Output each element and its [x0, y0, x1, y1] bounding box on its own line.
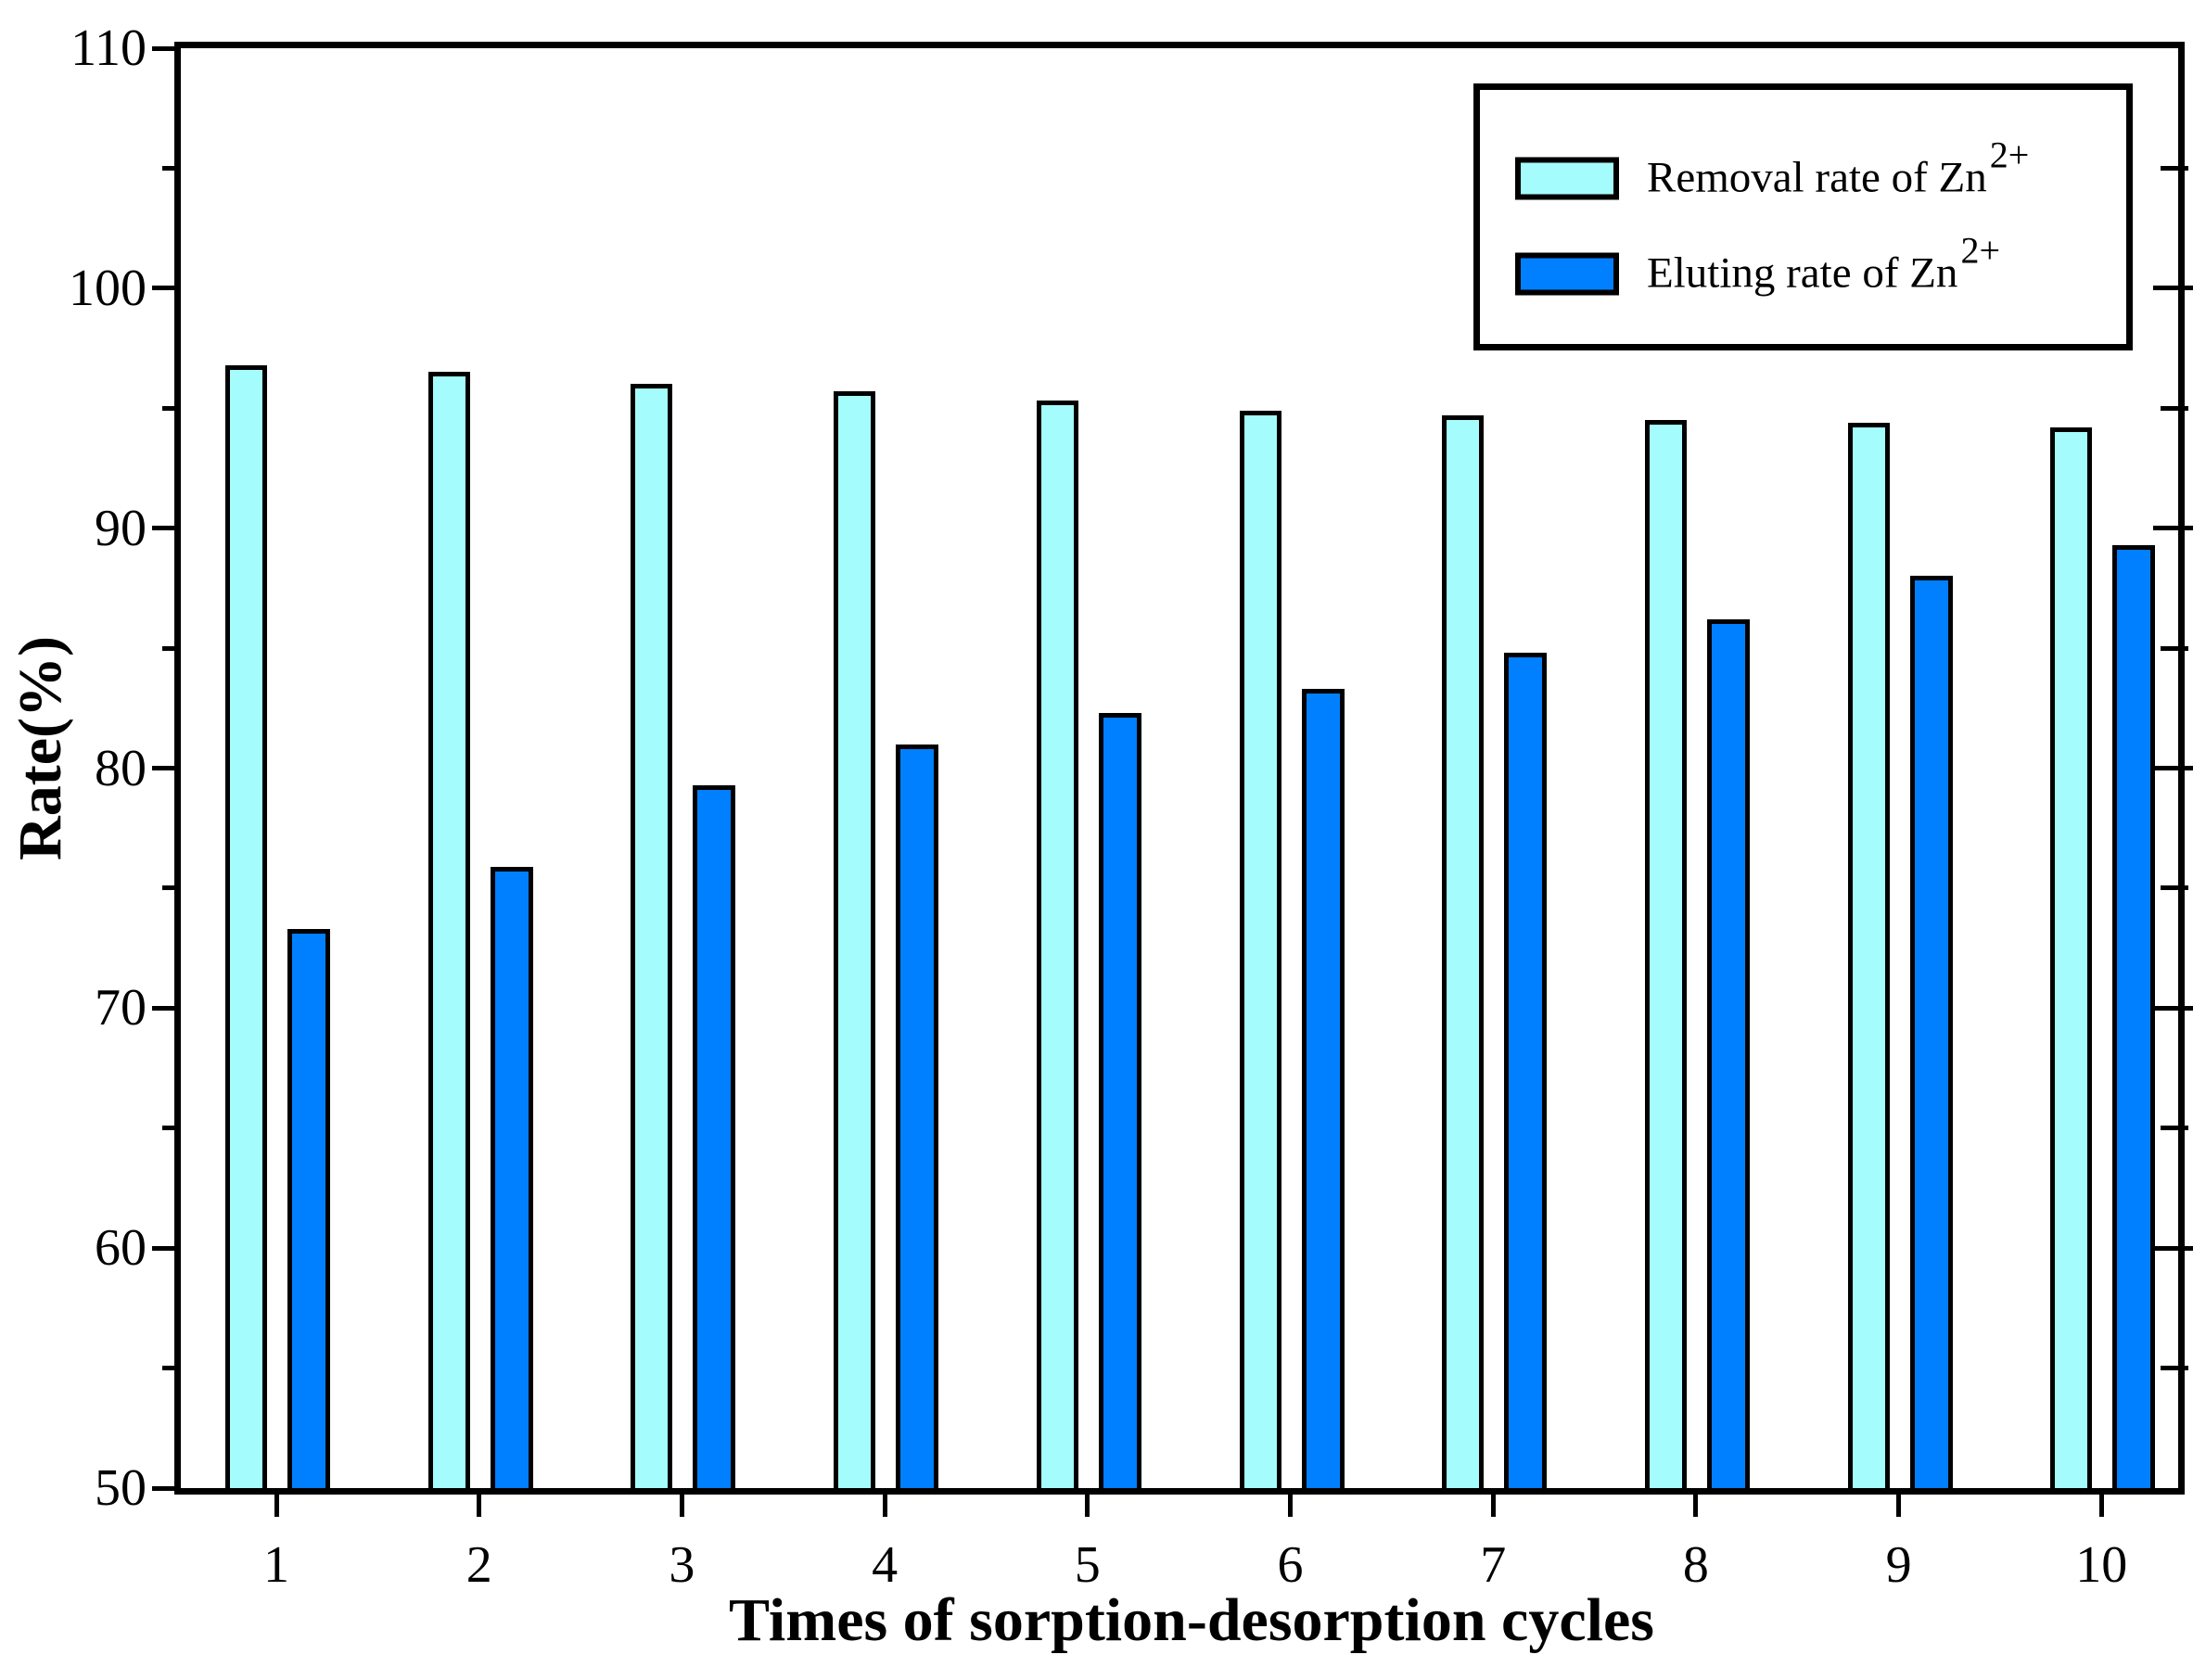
- y-major-tick-right: [2153, 526, 2193, 531]
- y-major-tick-right: [2153, 766, 2193, 770]
- legend-entry-removal: Removal rate of Zn2+: [1515, 134, 2030, 202]
- x-axis-title: Times of sorption-desorption cycles: [729, 1586, 1654, 1654]
- y-minor-tick-left: [162, 1126, 181, 1131]
- removal-rate-bar-cycle-3: [631, 384, 673, 1488]
- x-tick-label: 9: [1885, 1536, 1912, 1594]
- removal-rate-bar-cycle-5: [1036, 401, 1078, 1488]
- x-tick: [274, 1493, 279, 1517]
- eluting-rate-bar-cycle-7: [1504, 653, 1548, 1488]
- x-tick-label: 4: [872, 1536, 899, 1594]
- y-major-tick-right: [2153, 1005, 2193, 1011]
- y-minor-tick-left: [162, 885, 181, 891]
- x-tick: [2098, 1493, 2104, 1517]
- x-tick-label: 6: [1277, 1536, 1304, 1594]
- y-tick-label: 50: [95, 1459, 147, 1517]
- x-tick: [882, 1493, 887, 1517]
- x-tick: [1490, 1493, 1496, 1517]
- y-minor-tick-left: [162, 645, 181, 651]
- y-major-tick-left: [152, 1005, 181, 1011]
- removal-series-swatch-icon: [1515, 157, 1619, 199]
- x-tick: [1288, 1493, 1293, 1517]
- removal-rate-bar-cycle-8: [1644, 420, 1687, 1488]
- eluting-rate-bar-cycle-10: [2112, 544, 2156, 1488]
- y-minor-tick-right: [2161, 405, 2188, 411]
- superscript: 2+: [1989, 134, 2030, 176]
- y-major-tick-left: [152, 286, 181, 291]
- y-tick-label: 90: [95, 499, 147, 557]
- removal-rate-bar-cycle-4: [834, 391, 876, 1488]
- y-tick-label: 110: [70, 19, 147, 77]
- removal-rate-bar-cycle-7: [1442, 415, 1485, 1488]
- eluting-rate-bar-cycle-9: [1909, 576, 1953, 1488]
- y-minor-tick-right: [2161, 1126, 2188, 1131]
- eluting-rate-bar-cycle-8: [1706, 619, 1750, 1488]
- eluting-series-swatch-icon: [1515, 252, 1619, 295]
- eluting-rate-bar-cycle-6: [1301, 689, 1345, 1488]
- y-major-tick-left: [152, 1485, 181, 1491]
- y-minor-tick-left: [162, 1366, 181, 1371]
- x-tick: [1693, 1493, 1699, 1517]
- y-tick-label: 60: [95, 1219, 147, 1278]
- y-major-tick-left: [152, 766, 181, 770]
- eluting-rate-bar-cycle-3: [693, 784, 736, 1488]
- y-major-tick-right: [2153, 286, 2193, 291]
- y-minor-tick-left: [162, 405, 181, 411]
- legend-label-removal: Removal rate of Zn2+: [1647, 134, 2030, 202]
- y-minor-tick-left: [162, 165, 181, 171]
- legend: Removal rate of Zn2+ Eluting rate of Zn2…: [1473, 83, 2133, 350]
- eluting-rate-bar-cycle-4: [896, 744, 939, 1488]
- y-major-tick-left: [152, 1245, 181, 1251]
- y-tick-label: 80: [95, 739, 147, 797]
- y-major-tick-left: [152, 526, 181, 531]
- eluting-rate-bar-cycle-1: [287, 928, 330, 1488]
- x-tick-label: 1: [263, 1536, 289, 1594]
- removal-rate-bar-cycle-1: [225, 364, 267, 1488]
- eluting-rate-bar-cycle-2: [490, 866, 533, 1488]
- eluting-rate-bar-cycle-5: [1098, 712, 1141, 1488]
- superscript: 2+: [1960, 229, 2000, 272]
- x-tick: [477, 1493, 482, 1517]
- x-tick-label: 10: [2075, 1536, 2128, 1594]
- y-tick-label: 70: [95, 979, 147, 1037]
- y-minor-tick-right: [2161, 645, 2188, 651]
- y-minor-tick-right: [2161, 1366, 2188, 1371]
- y-tick-label: 100: [69, 259, 147, 317]
- removal-rate-bar-cycle-6: [1239, 410, 1281, 1488]
- x-tick: [1896, 1493, 1902, 1517]
- legend-label-eluting: Eluting rate of Zn2+: [1647, 229, 2000, 298]
- y-major-tick-left: [152, 45, 181, 51]
- y-minor-tick-right: [2161, 885, 2188, 891]
- x-tick: [679, 1493, 684, 1517]
- x-tick-label: 5: [1074, 1536, 1101, 1594]
- legend-entry-eluting: Eluting rate of Zn2+: [1515, 229, 2000, 298]
- x-tick-label: 7: [1480, 1536, 1507, 1594]
- x-tick-label: 2: [465, 1536, 492, 1594]
- x-tick-label: 8: [1682, 1536, 1709, 1594]
- removal-rate-bar-cycle-10: [2050, 426, 2093, 1488]
- x-tick-label: 3: [669, 1536, 695, 1594]
- y-major-tick-right: [2153, 1245, 2193, 1251]
- removal-rate-bar-cycle-9: [1847, 422, 1890, 1488]
- removal-rate-bar-cycle-2: [427, 372, 470, 1488]
- y-minor-tick-right: [2161, 165, 2188, 171]
- x-tick: [1085, 1493, 1090, 1517]
